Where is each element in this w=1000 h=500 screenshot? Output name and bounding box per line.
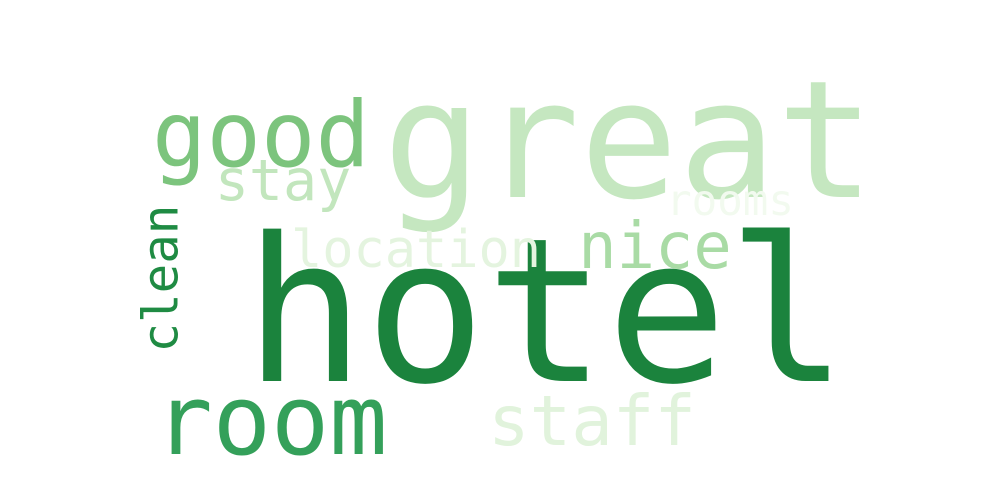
- word-great: great: [383, 45, 875, 237]
- word-nice: nice: [578, 210, 732, 285]
- word-staff: staff: [488, 381, 696, 462]
- word-rooms: rooms: [666, 177, 794, 227]
- word-good: good: [152, 83, 370, 189]
- word-room: room: [154, 363, 388, 477]
- word-clean: clean: [131, 205, 190, 353]
- word-hotel: hotel: [244, 195, 848, 429]
- word-stay: stay: [214, 148, 352, 215]
- word-location: location: [290, 219, 541, 280]
